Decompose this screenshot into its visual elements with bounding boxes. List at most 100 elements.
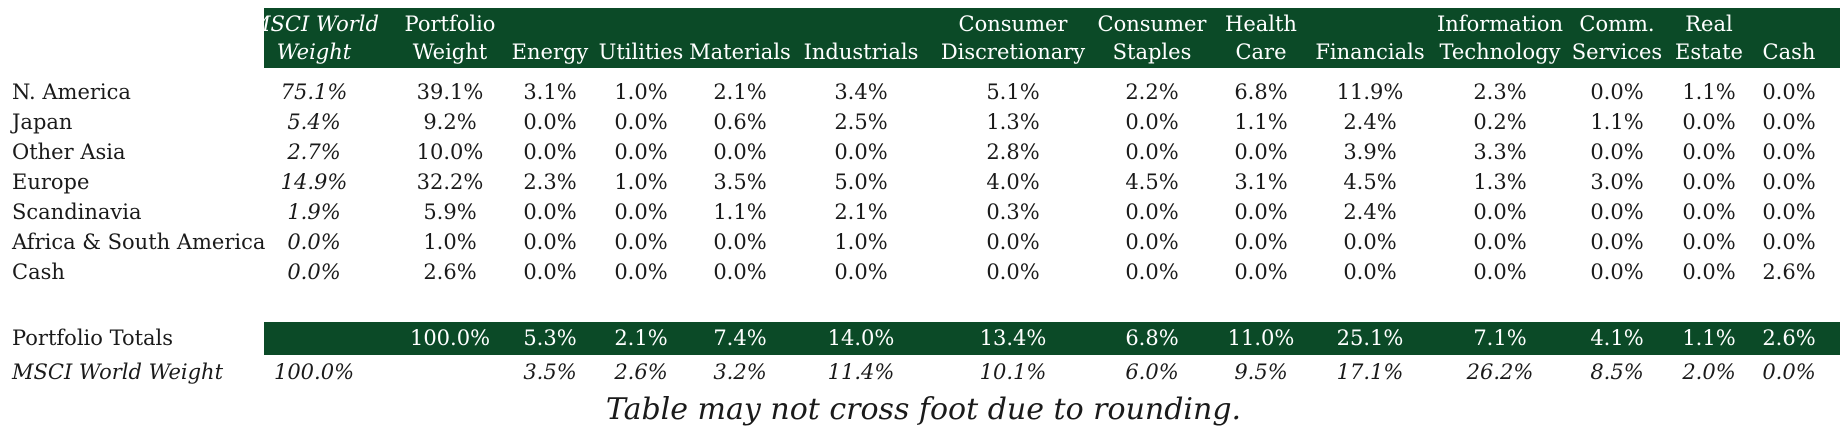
header-band [264,8,1840,68]
table-cell: 0.0% [523,230,577,254]
table-row: Japan 5.4% 9.2% 0.0% 0.0% 0.6% 2.5% 1.3% 0.0% 1.1… [0,108,1847,137]
table-cell: 0.0% [287,230,341,254]
total-cell: 7.4% [713,326,767,350]
table-cell: 0.0% [1125,260,1179,284]
column-header-line: Consumer [1097,12,1207,36]
table-row: Other Asia 2.7% 10.0% 0.0% 0.0% 0.0% 0.0% 2.8% 0… [0,138,1847,167]
table-cell: 0.0% [614,200,668,224]
table-cell: 0.0% [1590,230,1644,254]
table-cell: 0.0% [614,260,668,284]
table-cell: 3.5% [713,170,767,194]
table-cell: 2.5% [834,110,888,134]
column-header-line: Industrials [803,40,919,64]
msci-cell: 100.0% [273,360,355,384]
column-header-line: Cash [1762,40,1816,64]
table-cell: 2.1% [713,80,767,104]
row-label: Africa & South America [12,230,266,254]
column-header-line: Services [1571,40,1663,64]
msci-cell: 17.1% [1336,360,1404,384]
table-cell: 0.0% [986,260,1040,284]
column-header-line: Materials [689,40,791,64]
table-cell: 11.9% [1336,80,1404,104]
totals-band [264,322,1840,355]
table-cell: 0.0% [287,260,341,284]
table-cell: 0.0% [1590,80,1644,104]
table-cell: 32.2% [416,170,484,194]
column-header: Portfolio Weight [380,10,520,66]
column-header-line: Health [1225,12,1297,36]
table-cell: 4.5% [1343,170,1397,194]
table-cell: 0.0% [1590,140,1644,164]
table-cell: 0.0% [1473,230,1527,254]
table-cell: 0.0% [1762,170,1816,194]
table-cell: 2.6% [1762,260,1816,284]
table-cell: 0.0% [1125,110,1179,134]
column-header-line: Estate [1675,40,1743,64]
total-cell: 100.0% [409,326,491,350]
table-cell: 3.1% [1234,170,1288,194]
total-cell: 14.0% [827,326,895,350]
table-cell: 4.0% [986,170,1040,194]
table-cell: 1.1% [1682,80,1736,104]
msci-cell: 9.5% [1234,360,1288,384]
table-cell: 0.0% [1473,260,1527,284]
table-cell: 3.1% [523,80,577,104]
header-row: MSCI World Weight Portfolio Weight Energy Uti… [0,8,1847,68]
table-cell: 0.0% [523,200,577,224]
msci-cell: 26.2% [1466,360,1534,384]
column-header: Information Technology [1417,10,1583,66]
table-cell: 0.0% [1682,260,1736,284]
column-header-line: Utilities [598,40,684,64]
table-cell: 0.0% [1682,200,1736,224]
column-header: Real Estate [1654,10,1764,66]
table-cell: 5.4% [287,110,341,134]
total-cell: 7.1% [1473,326,1527,350]
table-cell: 4.5% [1125,170,1179,194]
table-cell: 0.0% [523,110,577,134]
column-header: Financials [1295,10,1445,66]
msci-cell: 6.0% [1125,360,1179,384]
row-label: Japan [12,110,73,134]
msci-cell: 8.5% [1590,360,1644,384]
table-cell: 14.9% [280,170,348,194]
table-row: Africa & South America 0.0% 1.0% 0.0% 0.0% 0.… [0,228,1847,257]
totals-label: Portfolio Totals [12,326,174,350]
rounding-note: Table may not cross foot due to rounding… [605,392,1242,427]
column-header-line: Care [1235,40,1287,64]
table-cell: 1.0% [614,80,668,104]
table-cell: 3.4% [834,80,888,104]
total-cell: 1.1% [1682,326,1736,350]
table-cell: 0.0% [1473,200,1527,224]
table-cell: 0.0% [1234,230,1288,254]
column-header: Cash [1739,10,1839,66]
row-label: Other Asia [12,140,126,164]
column-header: Health Care [1200,10,1322,66]
table-cell: 0.0% [713,140,767,164]
table-cell: 9.2% [423,110,477,134]
column-header-line: Staples [1112,40,1192,64]
table-cell: 5.1% [986,80,1040,104]
table-cell: 0.3% [986,200,1040,224]
msci-cell: 2.0% [1682,360,1736,384]
row-label: Cash [12,260,65,284]
total-cell: 6.8% [1125,326,1179,350]
total-cell: 2.1% [614,326,668,350]
table-cell: 3.9% [1343,140,1397,164]
table-cell: 1.1% [713,200,767,224]
table-cell: 0.0% [1125,230,1179,254]
column-header-line: Weight [276,40,352,64]
table-cell: 0.0% [1682,110,1736,134]
table-cell: 0.0% [1343,230,1397,254]
table-cell: 75.1% [280,80,348,104]
table-cell: 1.3% [1473,170,1527,194]
msci-label: MSCI World Weight [12,360,224,384]
table-row: Europe 14.9% 32.2% 2.3% 1.0% 3.5% 5.0% 4.0% 4.5%… [0,168,1847,197]
table-row: Cash 0.0% 2.6% 0.0% 0.0% 0.0% 0.0% 0.0% 0.0% 0.0%… [0,258,1847,287]
msci-cell: 2.6% [614,360,668,384]
column-header-line: Discretionary [940,40,1086,64]
table-cell: 0.0% [713,260,767,284]
row-label: Europe [12,170,90,194]
table-cell: 2.3% [1473,80,1527,104]
table-cell: 0.0% [1125,140,1179,164]
column-header-line: Energy [511,40,589,64]
